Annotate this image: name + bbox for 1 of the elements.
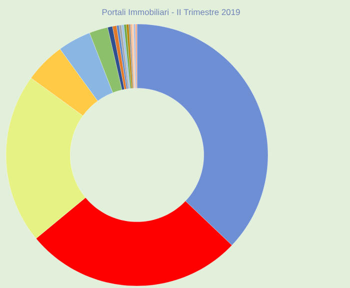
- chart-title: Portali Immobiliari - II Trimestre 2019: [102, 8, 240, 16]
